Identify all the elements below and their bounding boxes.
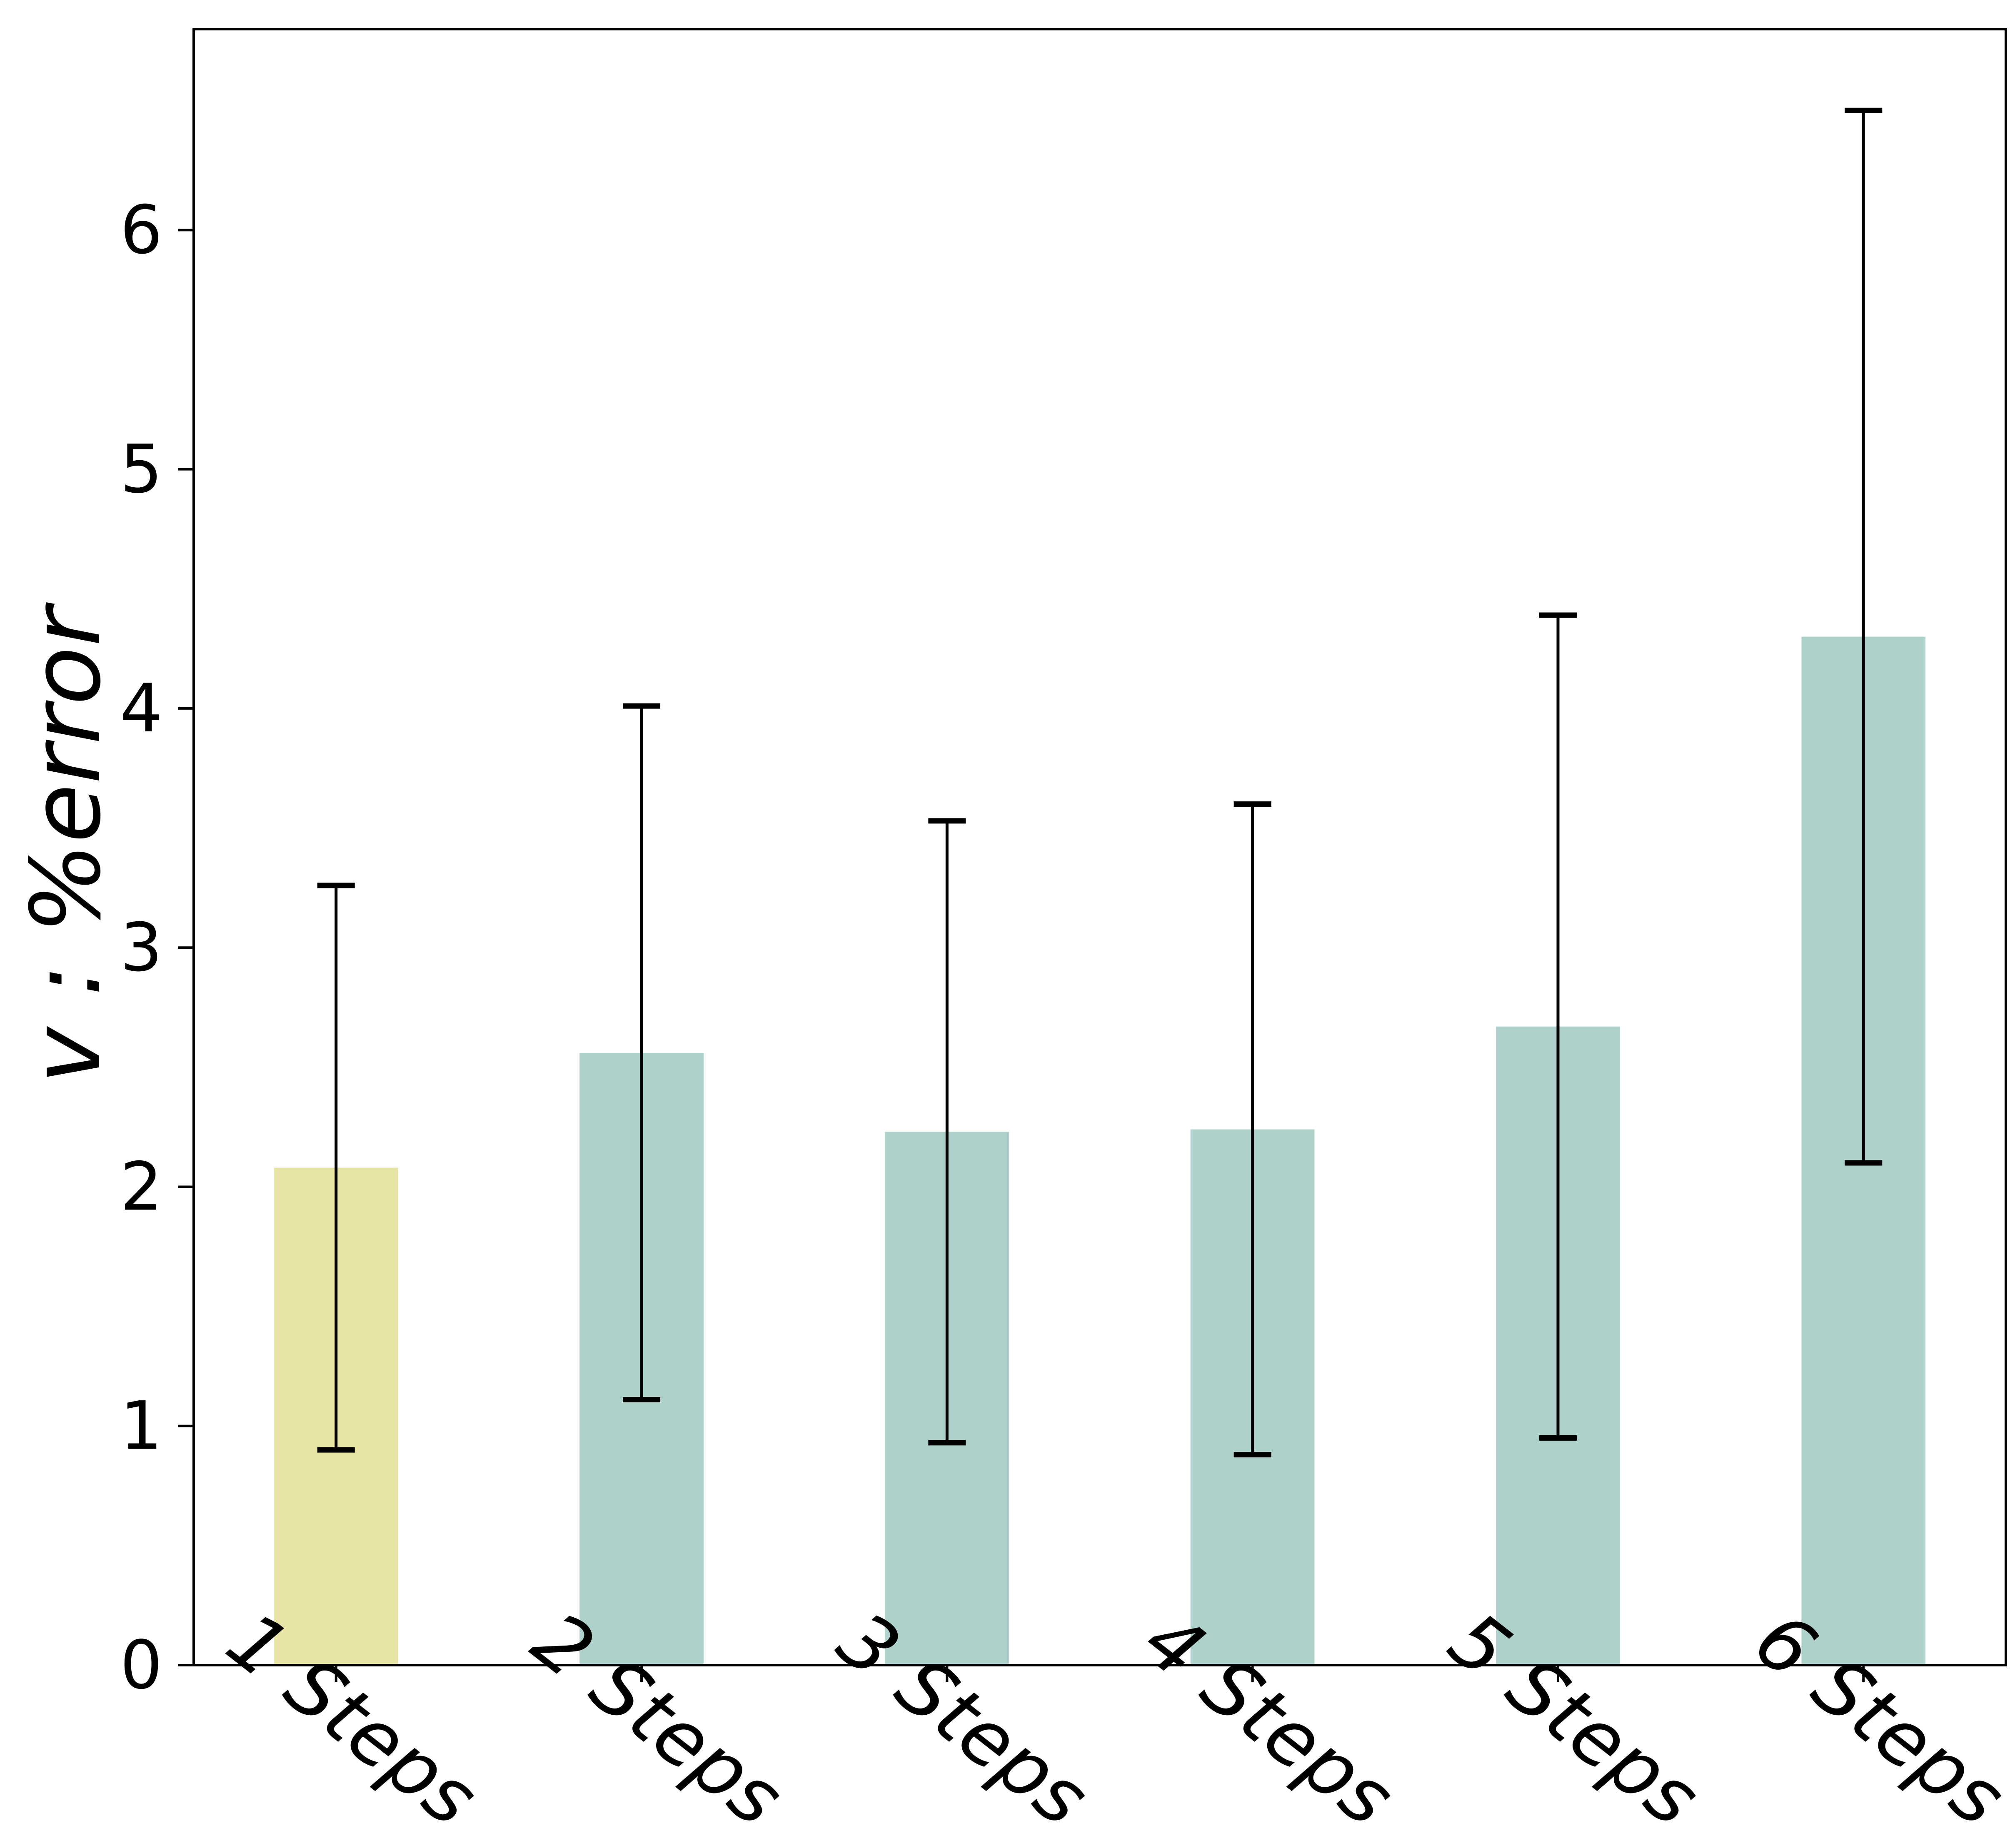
y-tick-label: 4	[120, 669, 162, 747]
y-tick-label: 5	[120, 430, 162, 508]
y-tick-label: 1	[120, 1387, 162, 1465]
y-tick-label: 0	[120, 1626, 162, 1704]
y-tick-label: 3	[120, 908, 162, 986]
axes-spines	[192, 28, 2007, 1666]
y-axis-label: v : %error	[11, 607, 122, 1084]
y-tick-label: 6	[120, 191, 162, 269]
y-tick-label: 2	[120, 1147, 162, 1225]
